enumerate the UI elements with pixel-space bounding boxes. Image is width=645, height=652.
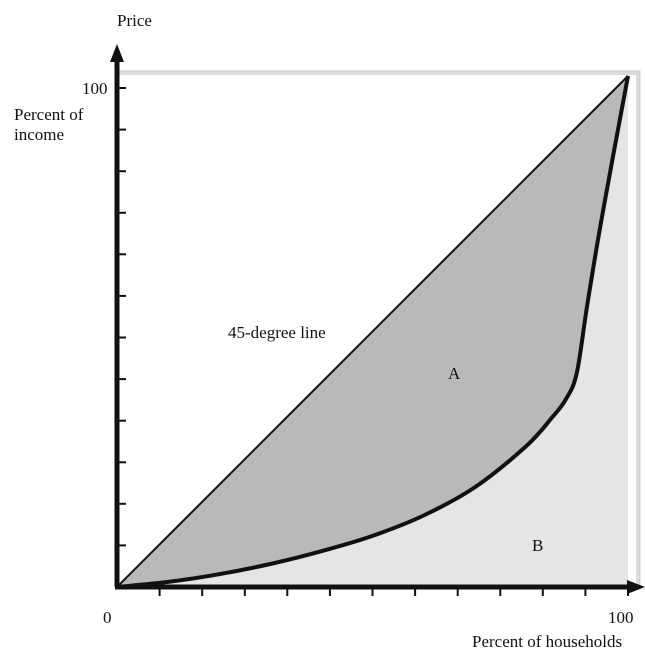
y-axis-title: Percent of income <box>14 105 84 144</box>
x-axis-arrow <box>627 580 645 594</box>
equality-line <box>116 75 629 588</box>
frame-top-band <box>117 72 639 75</box>
lorenz-curve <box>116 75 630 589</box>
y-axis-ticks <box>117 87 126 547</box>
region-a-label: A <box>448 364 461 383</box>
y-axis-max-label: 100 <box>82 79 108 98</box>
frame-right-band <box>636 72 639 587</box>
x-axis-title: Percent of households <box>472 632 623 651</box>
equality-line-label: 45-degree line <box>228 323 326 342</box>
x-axis-ticks <box>158 587 629 596</box>
y-axis-arrow <box>110 44 124 62</box>
origin-label: 0 <box>103 608 112 627</box>
x-axis-max-label: 100 <box>608 608 634 627</box>
price-label: Price <box>117 11 152 30</box>
region-b-area <box>117 76 628 587</box>
region-b-label: B <box>532 536 544 555</box>
